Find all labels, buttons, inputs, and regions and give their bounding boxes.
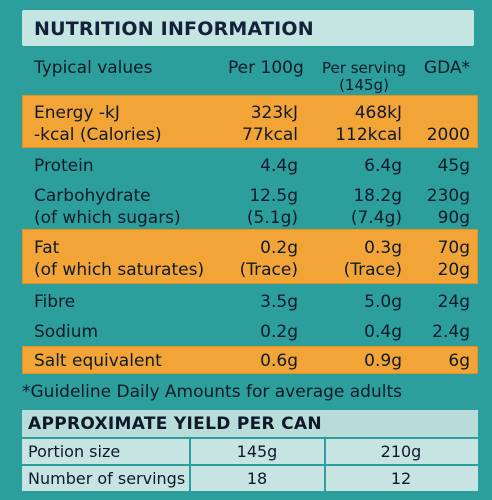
row-label-fibre: Fibre — [34, 292, 76, 312]
row-per100-fibre: 3.5g — [260, 292, 298, 312]
yield-divider-1 — [189, 438, 191, 491]
row-per100-sodium: 0.2g — [260, 322, 298, 342]
energy-highlight-band — [22, 95, 478, 148]
row-gda-saturates: 20g — [437, 260, 470, 280]
row-perserving-energy-kj: 468kJ — [354, 103, 402, 123]
row-perserving-fibre: 5.0g — [364, 292, 402, 312]
row-gda-sodium: 2.4g — [432, 322, 470, 342]
row-label-sugars: (of which sugars) — [34, 208, 181, 228]
row-perserving-protein: 6.4g — [364, 156, 402, 176]
yield-label-portion-size: Portion size — [28, 442, 121, 461]
row-gda-sugars: 90g — [437, 208, 470, 228]
yield-value-servings-a: 18 — [246, 469, 268, 488]
gda-footnote: *Guideline Daily Amounts for average adu… — [22, 382, 402, 402]
yield-table-title: APPROXIMATE YIELD PER CAN — [28, 414, 322, 434]
row-perserving-carbohydrate: 18.2g — [353, 186, 402, 206]
row-per100-salt: 0.6g — [260, 351, 298, 371]
row-gda-carbohydrate: 230g — [426, 186, 470, 206]
row-gda-energy-kcal: 2000 — [426, 125, 470, 145]
row-label-fat: Fat — [34, 238, 60, 258]
row-label-sodium: Sodium — [34, 322, 99, 342]
row-gda-fibre: 24g — [437, 292, 470, 312]
row-per100-energy-kcal: 77kcal — [242, 125, 298, 145]
row-label-energy-kcal: -kcal (Calories) — [34, 125, 162, 145]
header-gda: GDA* — [423, 58, 470, 78]
row-gda-protein: 45g — [437, 156, 470, 176]
row-label-salt: Salt equivalent — [34, 351, 162, 371]
yield-value-portion-a: 145g — [236, 442, 278, 461]
row-perserving-fat: 0.3g — [364, 238, 402, 258]
row-perserving-energy-kcal: 112kcal — [335, 125, 402, 145]
row-perserving-salt: 0.9g — [364, 351, 402, 371]
yield-label-number-of-servings: Number of servings — [28, 469, 186, 488]
header-per-serving: Per serving — [322, 59, 406, 77]
row-label-protein: Protein — [34, 156, 94, 176]
header-per-serving-weight: (145g) — [339, 76, 389, 94]
yield-divider-2 — [324, 438, 326, 491]
salt-highlight-band — [22, 346, 478, 374]
row-per100-fat: 0.2g — [260, 238, 298, 258]
row-per100-energy-kj: 323kJ — [250, 103, 298, 123]
yield-row-portion-size: Portion size 145g 210g — [22, 438, 478, 464]
row-gda-salt: 6g — [448, 351, 470, 371]
fat-highlight-band — [22, 229, 478, 284]
row-label-saturates: (of which saturates) — [34, 260, 205, 280]
yield-row-number-of-servings: Number of servings 18 12 — [22, 465, 478, 491]
yield-value-portion-b: 210g — [380, 442, 422, 461]
page-title: NUTRITION INFORMATION — [34, 18, 314, 40]
row-label-energy-kj: Energy -kJ — [34, 103, 120, 123]
header-per-100g: Per 100g — [228, 58, 304, 78]
row-label-carbohydrate: Carbohydrate — [34, 186, 151, 206]
yield-table-header: APPROXIMATE YIELD PER CAN — [22, 410, 478, 437]
row-perserving-saturates: (Trace) — [343, 260, 402, 280]
row-per100-saturates: (Trace) — [239, 260, 298, 280]
row-gda-fat: 70g — [437, 238, 470, 258]
nutrition-title-bar: NUTRITION INFORMATION — [22, 10, 474, 46]
row-per100-carbohydrate: 12.5g — [249, 186, 298, 206]
yield-value-servings-b: 12 — [390, 469, 412, 488]
header-typical-values: Typical values — [34, 58, 153, 78]
row-perserving-sugars: (7.4g) — [350, 208, 402, 228]
row-perserving-sodium: 0.4g — [364, 322, 402, 342]
row-per100-sugars: (5.1g) — [246, 208, 298, 228]
row-per100-protein: 4.4g — [260, 156, 298, 176]
